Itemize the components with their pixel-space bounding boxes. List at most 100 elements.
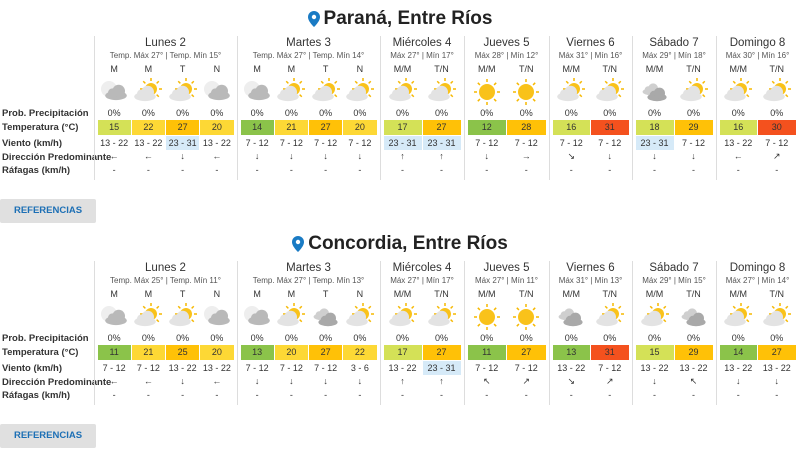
precipitation: 0% bbox=[686, 108, 700, 118]
icon-part bbox=[436, 305, 440, 309]
gust: - bbox=[255, 165, 259, 175]
wind-direction: ↓ bbox=[289, 151, 294, 161]
icon-part bbox=[532, 82, 536, 86]
weather-icon bbox=[595, 78, 624, 102]
period-label: M/M bbox=[729, 289, 748, 299]
wind-direction: ← bbox=[733, 151, 743, 161]
location-pin bbox=[292, 236, 305, 252]
row-label: Viento (km/h) bbox=[2, 138, 62, 149]
icon-part bbox=[299, 94, 303, 98]
period-label: M/M bbox=[562, 64, 581, 74]
icon-part bbox=[564, 85, 578, 99]
icon-part bbox=[141, 310, 155, 324]
precipitation: 0% bbox=[434, 333, 448, 343]
icon-part bbox=[311, 14, 316, 20]
icon-part bbox=[299, 319, 303, 323]
gust: - bbox=[181, 390, 185, 400]
wind-direction: ↓ bbox=[484, 151, 490, 161]
icon-part bbox=[579, 94, 583, 98]
temperature: 20 bbox=[274, 345, 308, 360]
day-summary: Máx 29° | Mín 15° bbox=[642, 276, 706, 285]
icon-part bbox=[532, 307, 536, 311]
wind-direction: ↓ bbox=[254, 376, 260, 386]
day-name: Miércoles 4 bbox=[392, 37, 452, 49]
gust: - bbox=[181, 165, 185, 175]
day-summary: Temp. Máx 27° | Temp. Mín 15° bbox=[109, 51, 222, 60]
icon-part bbox=[436, 80, 440, 84]
wind-direction: ↓ bbox=[254, 151, 260, 161]
gust: - bbox=[358, 390, 362, 400]
period-label: N bbox=[356, 64, 364, 74]
icon-part bbox=[333, 94, 337, 98]
weather-icon bbox=[203, 81, 230, 101]
wind: 3 - 6 bbox=[350, 363, 369, 373]
forecast-title: Paraná, Entre Ríos bbox=[0, 6, 800, 32]
period-label: M/M bbox=[393, 289, 412, 299]
wind-direction: ↓ bbox=[180, 376, 185, 386]
wind-direction: ↓ bbox=[357, 151, 363, 161]
period-label: M bbox=[144, 64, 153, 74]
period-label: T bbox=[322, 64, 329, 74]
wind: 13 - 22 bbox=[679, 363, 708, 373]
wind-direction: ← bbox=[212, 151, 222, 161]
period-label: M bbox=[144, 289, 153, 299]
precipitation: 0% bbox=[353, 333, 367, 343]
weather-icon bbox=[513, 304, 540, 330]
day-separator bbox=[549, 261, 550, 405]
wind-direction: ↓ bbox=[652, 376, 657, 386]
precipitation: 0% bbox=[480, 333, 494, 343]
wind: 13 - 22 bbox=[202, 138, 231, 148]
icon-part bbox=[299, 305, 303, 309]
icon-part bbox=[353, 85, 366, 99]
day-name: Sábado 7 bbox=[649, 262, 699, 274]
temperature: 29 bbox=[674, 345, 713, 360]
gust: - bbox=[401, 165, 404, 175]
icon-part bbox=[493, 82, 497, 86]
temperature: 27 bbox=[166, 120, 200, 135]
temperature: 13 bbox=[240, 345, 274, 360]
period-label: N bbox=[213, 64, 221, 74]
gust: - bbox=[289, 390, 293, 400]
day-name: Viernes 6 bbox=[566, 37, 615, 49]
icon-part bbox=[617, 94, 622, 98]
period-label: M/M bbox=[478, 289, 496, 299]
temperature: 28 bbox=[507, 120, 546, 135]
icon-part bbox=[353, 310, 366, 324]
icon-part bbox=[603, 310, 616, 324]
period-label: M/M bbox=[729, 64, 748, 74]
references-button[interactable]: REFERENCIAS bbox=[0, 424, 96, 448]
references-button[interactable]: REFERENCIAS bbox=[0, 199, 96, 223]
wind-direction: ↓ bbox=[323, 151, 328, 161]
precipitation: 0% bbox=[210, 108, 224, 118]
gust: - bbox=[215, 390, 219, 400]
wind: 7 - 12 bbox=[514, 138, 538, 148]
day-separator bbox=[549, 36, 550, 180]
row-label: Ráfagas (km/h) bbox=[2, 165, 71, 176]
gust: - bbox=[324, 165, 328, 175]
day-separator bbox=[632, 261, 633, 405]
weather-icon bbox=[681, 308, 706, 327]
wind-direction: ↑ bbox=[439, 151, 444, 161]
temperature: 16 bbox=[552, 120, 590, 135]
icon-part bbox=[449, 305, 453, 309]
precipitation: 0% bbox=[395, 108, 409, 118]
wind-direction: ↓ bbox=[607, 151, 613, 161]
icon-part bbox=[319, 85, 332, 99]
weather-icon bbox=[203, 306, 230, 326]
precipitation: 0% bbox=[319, 333, 333, 343]
temperature: 29 bbox=[674, 120, 713, 135]
period-label: T/N bbox=[602, 64, 618, 74]
wind: 7 - 12 bbox=[348, 138, 372, 148]
wind-direction: ← bbox=[109, 376, 119, 386]
wind: 13 - 22 bbox=[724, 363, 753, 373]
gust: - bbox=[692, 390, 695, 400]
wind: 7 - 12 bbox=[765, 138, 789, 148]
icon-part bbox=[255, 84, 269, 98]
precipitation: 0% bbox=[210, 333, 224, 343]
icon-part bbox=[284, 310, 298, 324]
day-summary: Temp. Máx 25° | Temp. Mín 11° bbox=[110, 276, 221, 285]
precipitation: 0% bbox=[647, 333, 661, 343]
day-name: Sábado 7 bbox=[649, 37, 699, 49]
period-label: M bbox=[253, 289, 261, 299]
icon-part bbox=[518, 84, 535, 100]
